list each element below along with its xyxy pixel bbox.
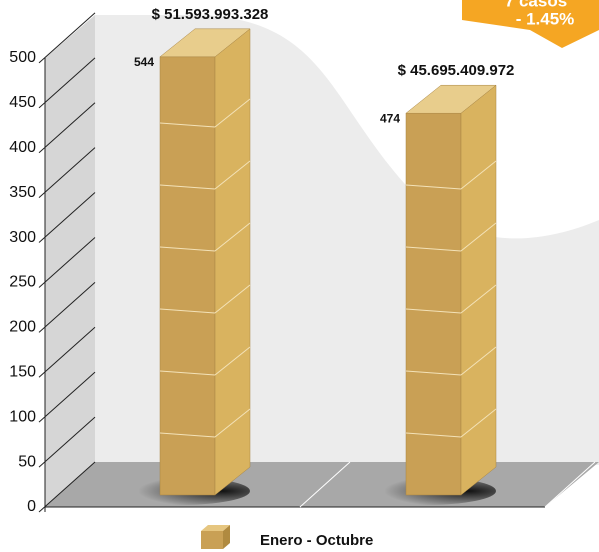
legend-swatch-top: [201, 525, 230, 531]
tick-line: [38, 416, 96, 468]
bar-side: [460, 84, 497, 496]
box-seam: [460, 346, 497, 376]
bar-top: [159, 28, 251, 58]
box-seam: [159, 308, 216, 314]
tick-line: [38, 371, 96, 423]
annotation: $ 45.695.409.972: [398, 62, 515, 79]
annotation: $ 51.593.993.328: [152, 6, 269, 23]
badge-text: - 1.45%: [516, 9, 575, 28]
tick-line: [38, 102, 96, 154]
y-tick-label: 400: [9, 139, 36, 156]
legend-label: Enero - Octubre: [260, 532, 373, 549]
box-seam: [405, 184, 462, 190]
box-seam: [460, 160, 497, 190]
tick-line: [38, 461, 96, 513]
box-seam: [159, 184, 216, 190]
tick-line: [38, 192, 96, 243]
value-label: 474: [380, 111, 400, 125]
y-tick-label: 300: [9, 229, 36, 246]
back-wall: [45, 15, 95, 507]
bar-front: [405, 112, 462, 496]
divider: [299, 461, 351, 508]
badge: [462, 0, 599, 48]
badge-text: 7 casos: [505, 0, 567, 10]
box-seam: [214, 408, 251, 438]
divider: [544, 461, 596, 508]
box-seam: [405, 246, 462, 252]
box-seam: [405, 308, 462, 314]
tick-line: [38, 12, 96, 64]
box-seam: [159, 370, 216, 376]
box-seam: [460, 408, 497, 438]
y-tick-label: 350: [9, 184, 36, 201]
box-seam: [214, 98, 251, 128]
bar: [159, 28, 251, 496]
tick-line: [38, 147, 96, 199]
bar-front: [159, 56, 216, 496]
box-seam: [214, 222, 251, 252]
value-label: 544: [134, 55, 154, 69]
tick-line: [38, 237, 96, 288]
y-tick-label: 500: [9, 49, 36, 66]
legend-swatch-side: [223, 525, 230, 549]
y-tick-label: 250: [9, 274, 36, 291]
legend-swatch: [201, 531, 223, 549]
y-tick-label: 200: [9, 319, 36, 336]
box-seam: [460, 222, 497, 252]
tick-line: [38, 281, 96, 333]
box-seam: [159, 122, 216, 128]
box-seam: [214, 160, 251, 190]
tick-line: [38, 326, 96, 378]
y-tick-label: 450: [9, 94, 36, 111]
y-tick-label: 150: [9, 363, 36, 380]
box-seam: [159, 246, 216, 252]
tick-line: [38, 57, 96, 109]
box-seam: [214, 284, 251, 314]
bar-top: [405, 84, 497, 114]
box-seam: [214, 346, 251, 376]
y-tick-label: 100: [9, 408, 36, 425]
bar: [405, 84, 497, 496]
y-tick-label: 50: [18, 453, 36, 470]
bar-side: [214, 28, 251, 496]
box-seam: [405, 370, 462, 376]
box-seam: [460, 284, 497, 314]
box-seam: [405, 432, 462, 438]
y-tick-label: 0: [27, 498, 36, 515]
box-seam: [159, 432, 216, 438]
